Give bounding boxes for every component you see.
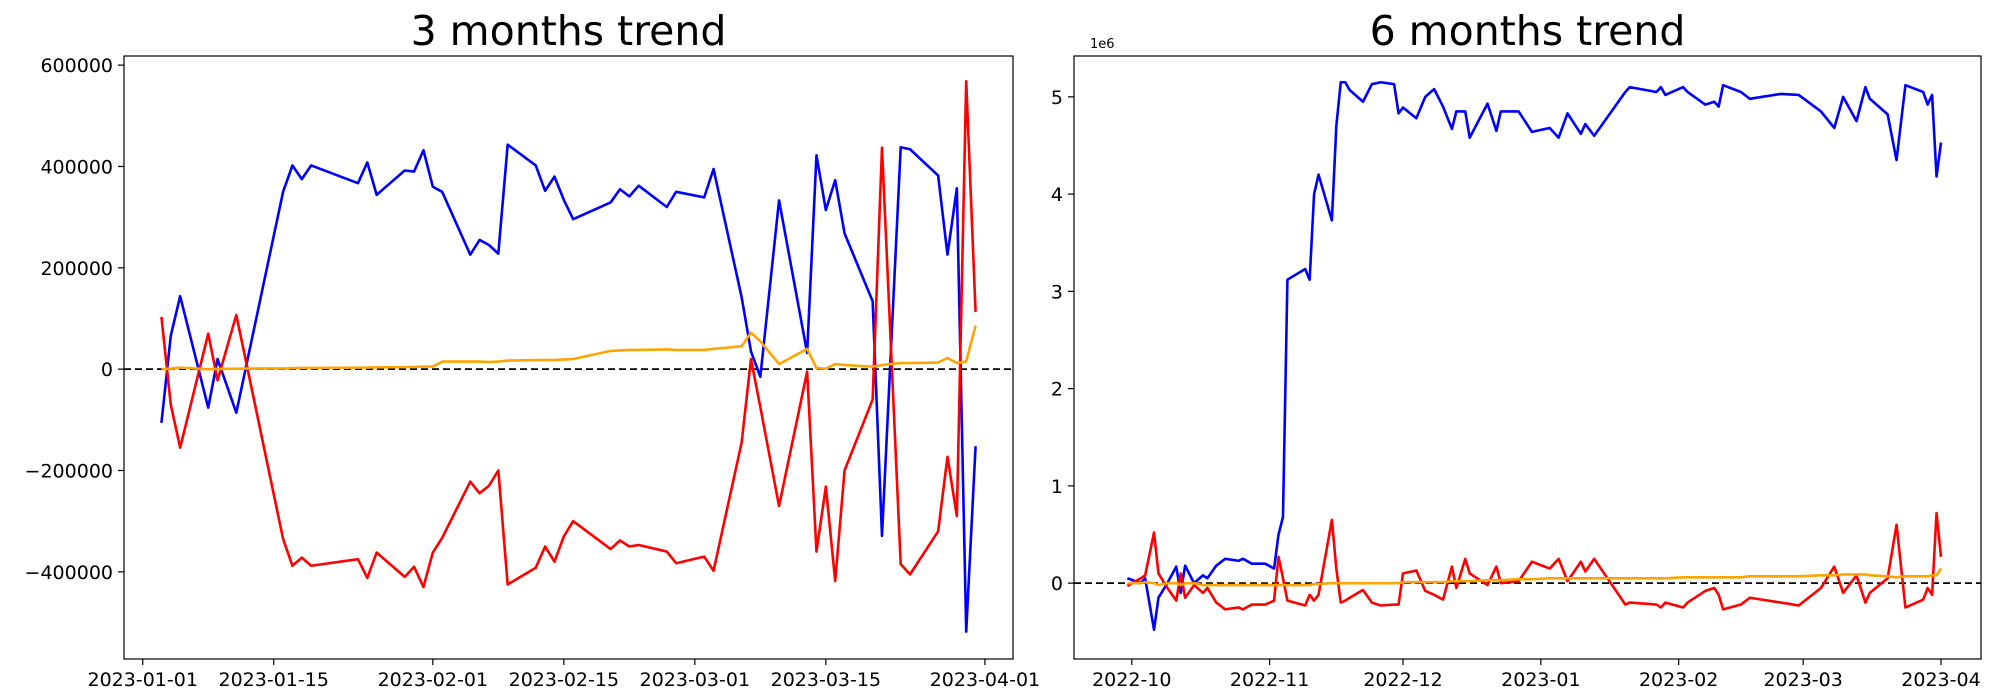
y-tick-label: −200000	[25, 460, 113, 482]
x-tick-label: 2023-02-15	[509, 669, 619, 691]
y-tick-label: 2	[1051, 379, 1063, 401]
data-line	[1126, 80, 1943, 632]
x-tick-label: 2023-01-15	[219, 669, 329, 691]
y-offset-label: 1e6	[1090, 37, 1115, 52]
data-line	[160, 143, 977, 633]
x-tick-label: 2023-03	[1763, 669, 1842, 691]
plot-frame	[123, 55, 1014, 660]
data-line	[161, 325, 977, 371]
y-tick-label: 200000	[40, 258, 113, 280]
chart-title: 6 months trend	[1370, 7, 1686, 55]
y-tick-label: 0	[1051, 573, 1063, 595]
x-tick-label: 2022-10	[1092, 669, 1171, 691]
y-tick-label: 0	[101, 359, 113, 381]
data-line	[1127, 567, 1943, 587]
y-tick-label: 5	[1051, 87, 1063, 109]
x-tick-label: 2023-02-01	[378, 669, 488, 691]
y-tick-label: 3	[1051, 281, 1063, 303]
y-tick-label: 4	[1051, 184, 1063, 206]
x-tick-label: 2023-03-01	[640, 669, 750, 691]
y-tick-label: 400000	[40, 156, 113, 178]
y-tick-label: −400000	[25, 562, 113, 584]
x-tick-label: 2023-04	[1901, 669, 1980, 691]
x-tick-label: 2023-02	[1639, 669, 1718, 691]
x-tick-label: 2022-11	[1230, 669, 1309, 691]
subplot: 3 months trend −400000 −200000 0 200000 40000…	[25, 7, 1041, 691]
x-tick-label: 2023-04-01	[930, 669, 1040, 691]
data-line	[160, 80, 977, 589]
x-tick-label: 2023-01	[1501, 669, 1580, 691]
y-tick-label: 1	[1051, 476, 1063, 498]
subplot: 6 months trend 0 1 2 3 4 5 2022-10 2022-11 2022-1…	[1051, 7, 1982, 691]
y-tick-label: 600000	[40, 55, 113, 77]
plot-frame	[1073, 55, 1982, 660]
x-tick-label: 2023-01-01	[88, 669, 198, 691]
x-tick-label: 2023-03-15	[771, 669, 881, 691]
x-tick-label: 2022-12	[1363, 669, 1442, 691]
data-line	[1126, 511, 1943, 611]
chart-title: 3 months trend	[411, 7, 727, 55]
